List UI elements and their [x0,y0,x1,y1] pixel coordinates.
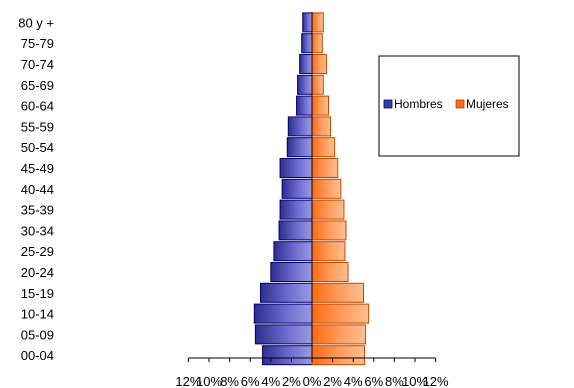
x-tick-label: 8% [220,374,239,388]
bar-mujeres-25-29 [311,241,346,262]
bar-hombres-00-04 [262,345,313,366]
bar-mujeres-75-79 [311,33,323,54]
bar-mujeres-70-74 [311,54,327,74]
bar-hombres-55-59 [287,116,313,137]
bar-mujeres-80 y + [311,12,324,33]
y-tick-label: 35-39 [21,203,54,218]
legend-label-hombres: Hombres [394,97,443,111]
legend-swatch-hombres [383,99,393,109]
bar-mujeres-40-44 [311,178,342,199]
y-tick-label: 65-69 [21,78,54,93]
bar-mujeres-50-54 [311,137,336,158]
bars-group [253,12,370,366]
bar-hombres-35-39 [279,199,313,220]
bar-mujeres-35-39 [311,199,345,220]
bar-hombres-25-29 [273,241,313,262]
bar-hombres-75-79 [301,33,313,54]
x-tick-label: 4% [261,374,280,388]
y-tick-label: 60-64 [21,99,54,114]
y-tick-label: 55-59 [21,119,54,134]
bar-hombres-70-74 [299,54,313,74]
x-tick-label: 4% [344,374,363,388]
x-tick-labels: 12%10%8% 6% 4% 2% 0% 2% 4% 6% 8%10%12% [175,358,449,388]
y-tick-label: 30-34 [21,223,54,238]
bar-hombres-10-14 [253,303,313,324]
bar-hombres-60-64 [296,95,313,116]
bar-hombres-20-24 [270,262,313,282]
legend: Hombres Mujeres [378,55,520,157]
bar-hombres-15-19 [260,282,313,303]
y-tick-label: 70-74 [21,57,54,72]
x-tick-label: 10% [402,374,428,388]
bar-mujeres-10-14 [311,303,370,324]
bar-mujeres-60-64 [311,95,329,116]
bar-hombres-30-34 [278,220,313,241]
x-tick-label: 8% [385,374,404,388]
bar-mujeres-15-19 [311,282,364,303]
x-tick-label: 12% [175,374,201,388]
bar-hombres-40-44 [281,178,313,199]
x-tick-label: 2% [282,374,301,388]
legend-swatch-mujeres [455,99,465,109]
y-tick-label: 25-29 [21,244,54,259]
y-tick-label: 50-54 [21,140,54,155]
bar-mujeres-55-59 [311,116,332,137]
bar-hombres-80 y + [302,12,313,33]
y-tick-label: 75-79 [21,36,54,51]
bar-mujeres-45-49 [311,158,339,178]
x-tick-label: 10% [196,374,222,388]
y-tick-label: 05-09 [21,327,54,342]
bar-mujeres-30-34 [311,220,347,241]
x-tick-label: 0% [303,374,322,388]
y-tick-labels: 00-04 05-09 10-14 15-19 20-24 25-29 30-34 35-39… [18,15,54,363]
x-tick-label: 12% [423,374,449,388]
y-tick-label: 00-04 [21,348,54,363]
bar-mujeres-20-24 [311,262,349,282]
bar-hombres-05-09 [254,324,313,345]
legend-label-mujeres: Mujeres [466,97,509,111]
y-tick-label: 15-19 [21,286,54,301]
bar-mujeres-00-04 [311,345,366,366]
bar-hombres-50-54 [286,137,313,158]
y-tick-label: 10-14 [21,307,54,322]
x-tick-label: 2% [323,374,342,388]
x-tick-label: 6% [364,374,383,388]
bar-mujeres-05-09 [311,324,367,345]
y-tick-label: 45-49 [21,161,54,176]
bar-hombres-65-69 [297,74,313,95]
bar-hombres-45-49 [279,158,313,178]
y-tick-label: 20-24 [21,265,54,280]
y-tick-label: 40-44 [21,182,54,197]
legend-box [378,55,520,157]
x-tick-label: 6% [241,374,260,388]
bar-mujeres-65-69 [311,74,324,95]
y-tick-label: 80 y + [18,15,54,30]
